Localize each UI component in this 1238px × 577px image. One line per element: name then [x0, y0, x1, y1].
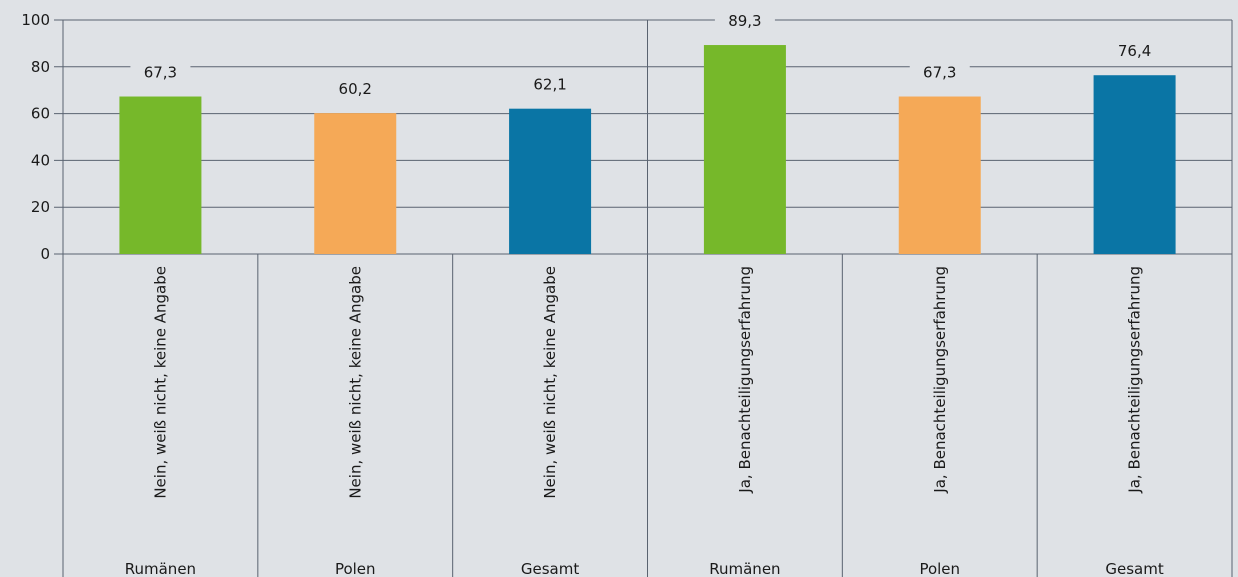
y-tick-label: 0	[40, 245, 50, 263]
gridlines	[54, 19, 1232, 255]
group-label: Gesamt	[1105, 560, 1163, 577]
category-label: Nein, weiß nicht, keine Angabe	[346, 266, 364, 499]
y-tick-label: 20	[31, 198, 50, 216]
group-label: Rumänen	[125, 560, 196, 577]
group-label: Rumänen	[709, 560, 780, 577]
data-label-bg	[1104, 39, 1165, 62]
group-label: Polen	[335, 560, 376, 577]
data-label-bg	[714, 9, 775, 32]
category-label: Ja, Benachteiligungserfahrung	[1126, 266, 1144, 494]
bar	[703, 45, 786, 255]
bars	[119, 45, 1176, 255]
bar	[898, 96, 981, 254]
group-label: Polen	[919, 560, 960, 577]
y-tick-label: 60	[31, 105, 50, 123]
category-label: Ja, Benachteiligungserfahrung	[931, 266, 949, 494]
group-label: Gesamt	[521, 560, 579, 577]
data-labels: 67,3 60,2 62,1 89,3 67,3 76,4	[130, 9, 1165, 100]
data-label-bg	[130, 60, 191, 83]
category-label: Ja, Benachteiligungserfahrung	[736, 266, 754, 494]
bar	[119, 96, 202, 254]
data-label: 76,4	[1118, 42, 1151, 60]
bar	[1093, 75, 1176, 254]
y-axis: 0 20 40 60 80 100	[21, 11, 1233, 577]
data-label: 67,3	[144, 64, 177, 82]
x-axis: Nein, weiß nicht, keine Angabe Rumänen Nei…	[125, 20, 1164, 577]
category-label: Nein, weiß nicht, keine Angabe	[541, 266, 559, 499]
data-label: 89,3	[728, 12, 761, 30]
y-tick-label: 100	[21, 11, 50, 29]
y-tick-label: 80	[31, 58, 50, 76]
y-tick-label: 40	[31, 151, 50, 169]
data-label: 67,3	[923, 64, 956, 82]
category-label: Nein, weiß nicht, keine Angabe	[151, 266, 169, 499]
bar	[314, 113, 397, 254]
data-label-bg	[909, 60, 970, 83]
data-label-bg	[325, 77, 386, 100]
data-label-bg	[520, 72, 581, 95]
data-label: 62,1	[533, 76, 566, 94]
data-label: 60,2	[339, 80, 372, 98]
bar	[509, 108, 592, 254]
